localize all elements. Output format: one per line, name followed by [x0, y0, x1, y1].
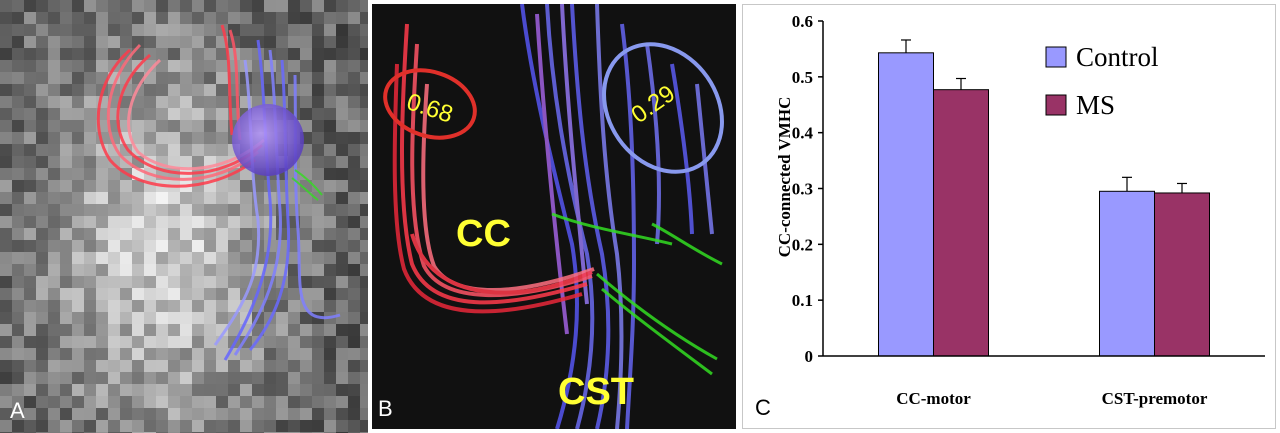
ellipse-cst-roi [602, 42, 724, 174]
legend-swatch-ms [1045, 94, 1067, 116]
panel-c-bar-chart: 0 0.1 0.2 0.3 0.4 0.5 0.6 CC-motor CST-premotor… [742, 4, 1276, 429]
legend-label-control: Control [1076, 42, 1159, 72]
panel-label-a: A [10, 398, 25, 423]
y-tick-label: 0.4 [792, 124, 814, 143]
bar-chart: 0 0.1 0.2 0.3 0.4 0.5 0.6 CC-motor CST-premotor… [775, 12, 1265, 408]
y-tick-label: 0.3 [792, 180, 813, 199]
bar-control-0 [878, 52, 934, 357]
bar-ms-1 [1154, 192, 1210, 357]
panel-b-image: 0.68 0.29 CC CST [383, 4, 724, 429]
cc-fiber-bundle [96, 24, 265, 188]
panel-a-mri-tractography: A [0, 0, 368, 433]
panel-b-fiber-closeup: 0.68 0.29 CC CST B [372, 4, 736, 429]
y-axis: 0 0.1 0.2 0.3 0.4 0.5 0.6 [792, 12, 824, 366]
legend-swatch-control [1045, 46, 1067, 68]
y-tick-label: 0.2 [792, 235, 813, 254]
y-tick-label: 0.1 [792, 291, 813, 310]
bar-ms-0 [933, 89, 989, 357]
panel-a-image [0, 0, 368, 433]
cst-fiber-bundle [520, 4, 714, 429]
x-axis: CC-motor CST-premotor [823, 355, 1265, 408]
green-fiber-bundle [551, 212, 723, 376]
y-tick-label: 0 [805, 347, 814, 366]
y-axis-label: CC-connected VMHC [775, 97, 794, 258]
tract-label-cst: CST [558, 371, 634, 413]
panel-label-c: C [755, 395, 771, 420]
bars [878, 39, 1210, 357]
tract-label-cc: CC [456, 213, 511, 255]
x-tick-label: CC-motor [896, 389, 971, 408]
seed-roi-sphere [232, 104, 304, 176]
ellipse-cc-roi [383, 68, 477, 140]
legend: Control MS [1045, 42, 1159, 120]
legend-label-ms: MS [1076, 90, 1115, 120]
y-tick-label: 0.5 [792, 68, 813, 87]
mri-background [0, 0, 368, 433]
x-tick-label: CST-premotor [1102, 389, 1208, 408]
bar-control-1 [1099, 190, 1155, 357]
cst-fiber-bundle [213, 39, 341, 361]
value-label-right: 0.29 [626, 80, 680, 129]
cc-fiber-bundle [392, 23, 595, 314]
y-tick-label: 0.6 [792, 12, 813, 31]
green-fiber-bundle [291, 169, 323, 201]
panel-label-b: B [378, 396, 393, 421]
